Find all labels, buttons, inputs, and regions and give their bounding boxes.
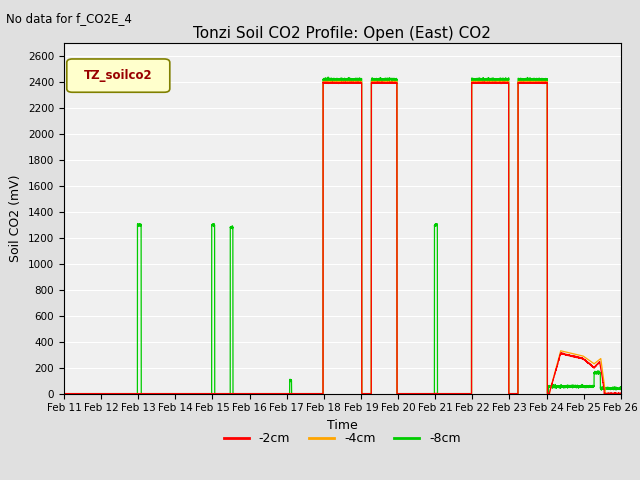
-8cm [594, 371, 602, 376]
-4cm [617, 391, 625, 396]
-4cm [594, 358, 602, 364]
-8cm [324, 76, 332, 82]
-4cm [324, 79, 332, 84]
X-axis label: Time: Time [327, 419, 358, 432]
Title: Tonzi Soil CO2 Profile: Open (East) CO2: Tonzi Soil CO2 Profile: Open (East) CO2 [193, 25, 492, 41]
Line: -2cm: -2cm [64, 82, 621, 394]
-8cm [60, 391, 68, 396]
Y-axis label: Soil CO2 (mV): Soil CO2 (mV) [10, 175, 22, 262]
-4cm [250, 391, 257, 396]
-2cm [250, 391, 257, 396]
-8cm [617, 385, 625, 391]
-4cm [483, 79, 491, 84]
Text: No data for f_CO2E_4: No data for f_CO2E_4 [6, 12, 132, 25]
Line: -4cm: -4cm [64, 82, 621, 394]
-2cm [594, 361, 602, 367]
-2cm [324, 80, 332, 85]
-2cm [467, 391, 475, 396]
-8cm [324, 74, 332, 80]
-8cm [467, 391, 475, 396]
-4cm [467, 391, 475, 396]
Text: TZ_soilco2: TZ_soilco2 [84, 69, 152, 82]
Legend: -2cm, -4cm, -8cm: -2cm, -4cm, -8cm [219, 427, 466, 450]
-2cm [483, 80, 491, 86]
-8cm [250, 391, 257, 396]
-4cm [60, 391, 68, 396]
-4cm [319, 79, 327, 84]
-2cm [587, 362, 595, 368]
-8cm [483, 78, 491, 84]
-2cm [60, 391, 68, 396]
-4cm [587, 359, 595, 364]
-8cm [587, 384, 595, 389]
FancyBboxPatch shape [67, 59, 170, 92]
Line: -8cm: -8cm [64, 77, 621, 394]
-2cm [617, 391, 625, 396]
-2cm [388, 79, 396, 85]
